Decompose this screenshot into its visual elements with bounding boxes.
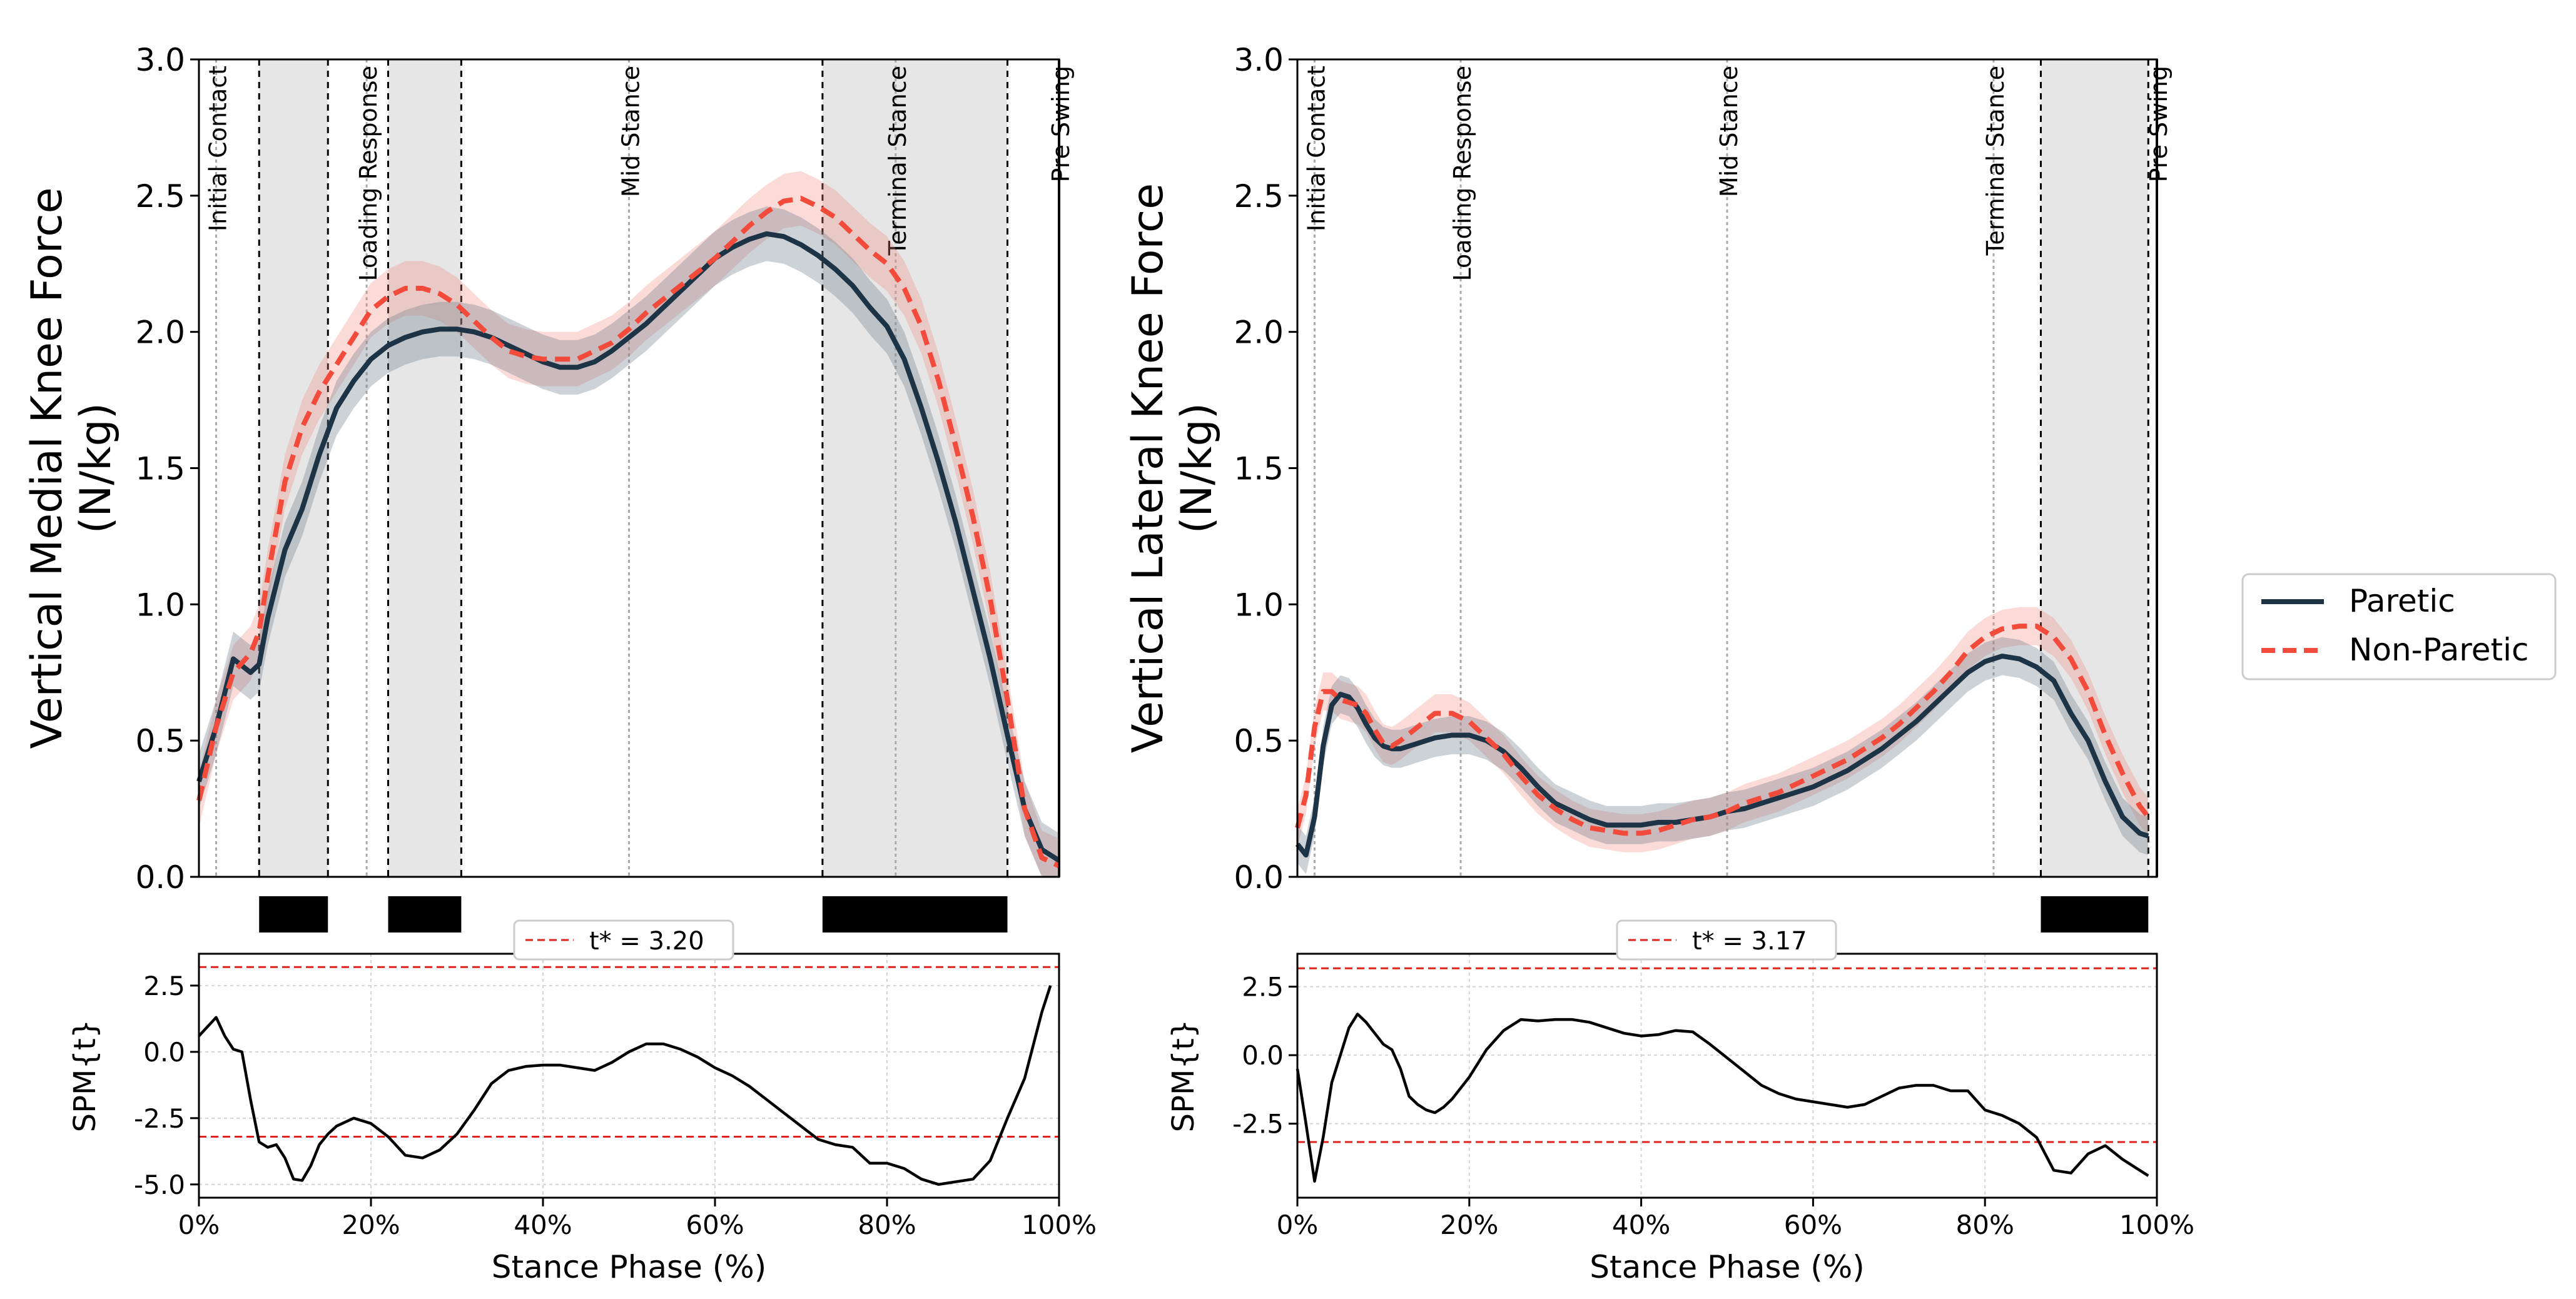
tstar-legend-box — [1616, 919, 1837, 961]
y-tick-label: 1.0 — [135, 587, 185, 623]
legend-nonparetic-label: Non-Paretic — [2349, 632, 2528, 668]
gait-event-label: Initial Contact — [205, 66, 232, 231]
spm-y-tick-label: 0.0 — [143, 1037, 185, 1068]
x-axis-title: Stance Phase (%) — [1590, 1249, 1865, 1285]
right-figure: Initial Contact Loading Response Mid Stanc… — [1123, 42, 2194, 1285]
significance-shade-3 — [822, 59, 1008, 877]
x-tick-label: 20% — [1440, 1210, 1498, 1240]
gait-event-label: Loading Response — [355, 66, 382, 281]
tstar-legend-box — [513, 919, 734, 961]
paretic-sd-band — [199, 206, 1059, 877]
x-tick-label: 80% — [1956, 1210, 2014, 1240]
gait-event-label: Pre Swing — [2145, 66, 2173, 182]
y-tick-label: 1.5 — [1234, 451, 1284, 487]
y-axis-title-units: (N/kg) — [1172, 403, 1222, 533]
significance-bar — [822, 896, 1008, 933]
spm-y-tick-label: 2.5 — [143, 971, 185, 1001]
spm-y-tick-label: 2.5 — [1242, 972, 1284, 1003]
y-tick-label: 3.0 — [1234, 42, 1284, 78]
gait-event-label: Mid Stance — [1715, 66, 1743, 197]
left-figure: Initial Contact Loading Response Mid Stanc… — [23, 42, 1097, 1285]
y-tick-label: 1.5 — [135, 451, 185, 487]
x-tick-label: 40% — [514, 1210, 572, 1240]
gait-event-label: Terminal Stance — [1982, 66, 2009, 256]
tstar-legend-label: t* = 3.20 — [589, 927, 704, 956]
nonparetic-sd-band — [199, 171, 1059, 877]
spm-y-tick-label: -2.5 — [1232, 1109, 1284, 1140]
significance-bar — [2041, 896, 2149, 933]
x-tick-label: 80% — [858, 1210, 916, 1240]
y-tick-label: 2.5 — [1234, 178, 1284, 215]
legend: Paretic Non-Paretic — [2241, 573, 2557, 680]
y-tick-label: 1.0 — [1234, 587, 1284, 623]
nonparetic-mean-line — [1295, 624, 2151, 836]
y-axis-title-units: (N/kg) — [71, 403, 121, 533]
tstar-legend-label: t* = 3.17 — [1692, 927, 1807, 956]
spm-y-tick-label: -2.5 — [134, 1103, 185, 1134]
significance-shade-2 — [388, 59, 462, 877]
x-tick-label: 60% — [686, 1210, 744, 1240]
paretic-mean-line — [1295, 654, 2149, 858]
gait-event-label: Terminal Stance — [884, 66, 911, 256]
y-tick-label: 2.5 — [135, 178, 185, 215]
y-tick-label: 0.0 — [135, 859, 185, 896]
spm-y-tick-label: 0.0 — [1242, 1040, 1284, 1071]
nonparetic-mean-line — [196, 196, 1060, 869]
y-tick-label: 0.0 — [1234, 859, 1284, 896]
gait-event-label: Initial Contact — [1302, 66, 1330, 231]
x-tick-label: 20% — [342, 1210, 400, 1240]
y-tick-label: 0.5 — [1234, 723, 1284, 759]
gait-event-label: Pre Swing — [1047, 66, 1075, 182]
paretic-mean-line — [196, 231, 1061, 863]
x-tick-label: 60% — [1784, 1210, 1842, 1240]
significance-bar — [388, 896, 462, 933]
spm-t-curve — [1296, 1013, 2149, 1183]
legend-paretic-label: Paretic — [2349, 583, 2455, 619]
x-tick-label: 40% — [1612, 1210, 1670, 1240]
gait-event-label: Mid Stance — [617, 66, 645, 197]
y-tick-label: 3.0 — [135, 42, 185, 78]
spm-t-curve — [198, 985, 1052, 1186]
gait-event-label: Loading Response — [1449, 66, 1476, 281]
paretic-sd-band — [1297, 637, 2149, 874]
nonparetic-sd-band — [1297, 607, 2149, 852]
x-tick-label: 100% — [2119, 1210, 2194, 1240]
x-axis-title: Stance Phase (%) — [492, 1249, 767, 1285]
spm-y-axis-title: SPM{t} — [68, 1019, 103, 1133]
y-axis-title: Vertical Medial Knee Force — [23, 188, 72, 749]
x-tick-label: 0% — [178, 1210, 220, 1240]
y-tick-label: 2.0 — [1234, 315, 1284, 351]
x-tick-label: 100% — [1022, 1210, 1097, 1240]
spm-y-tick-label: -5.0 — [134, 1170, 185, 1200]
y-axis-title: Vertical Lateral Knee Force — [1123, 183, 1173, 753]
spm-y-axis-title: SPM{t} — [1166, 1019, 1201, 1133]
y-tick-label: 2.0 — [135, 315, 185, 351]
significance-shade-1 — [2041, 59, 2149, 877]
x-tick-label: 0% — [1277, 1210, 1319, 1240]
significance-bar — [259, 896, 328, 933]
y-tick-label: 0.5 — [135, 723, 185, 759]
